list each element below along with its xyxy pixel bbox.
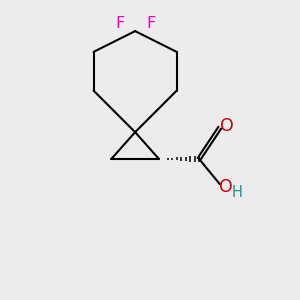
Text: F: F [115, 16, 124, 31]
Text: F: F [146, 16, 155, 31]
Text: O: O [220, 117, 233, 135]
Text: O: O [219, 178, 233, 196]
Text: H: H [232, 185, 242, 200]
